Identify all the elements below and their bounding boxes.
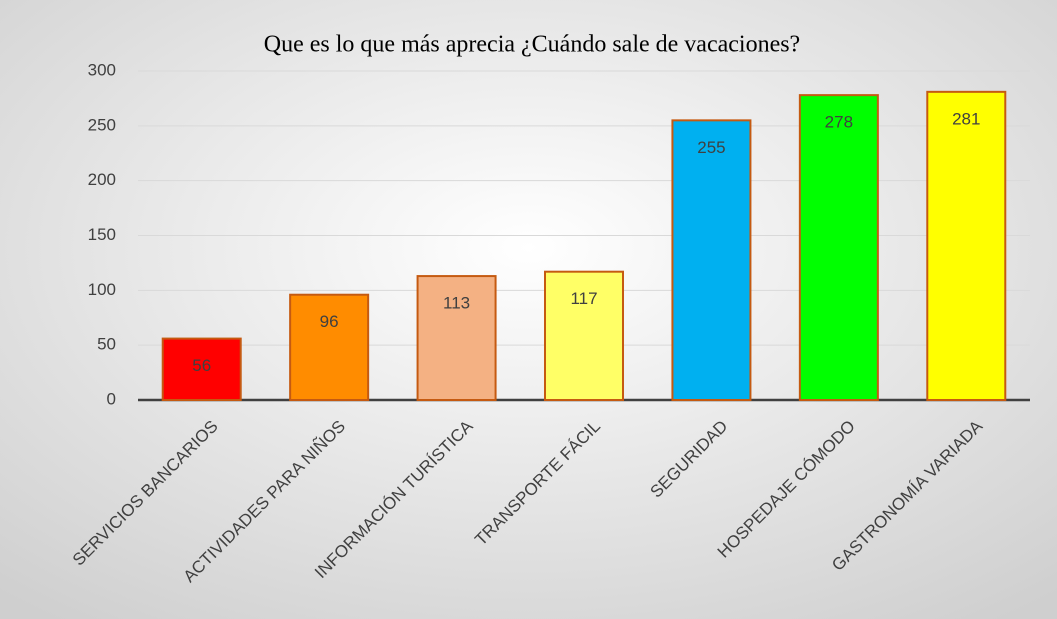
y-tick-label: 0 xyxy=(107,389,116,408)
data-label: 117 xyxy=(570,289,597,308)
bar xyxy=(416,275,497,401)
y-tick-label: 150 xyxy=(88,225,116,244)
data-label: 255 xyxy=(697,138,725,157)
y-tick-label: 250 xyxy=(88,115,116,134)
chart-title: Que es lo que más aprecia ¿Cuándo sale d… xyxy=(264,32,800,58)
data-label: 113 xyxy=(443,294,470,313)
bar xyxy=(289,293,370,401)
bar xyxy=(926,90,1007,401)
data-label: 281 xyxy=(952,109,980,128)
y-tick-label: 200 xyxy=(88,170,116,189)
data-label: 278 xyxy=(825,113,853,132)
data-label: 96 xyxy=(320,312,339,331)
y-tick-label: 100 xyxy=(88,280,116,299)
y-tick-label: 300 xyxy=(88,60,116,79)
y-tick-label: 50 xyxy=(97,335,116,354)
bar xyxy=(798,94,879,401)
bar xyxy=(161,337,242,402)
data-label: 56 xyxy=(192,356,211,375)
bar xyxy=(671,119,752,401)
bar xyxy=(544,270,624,401)
